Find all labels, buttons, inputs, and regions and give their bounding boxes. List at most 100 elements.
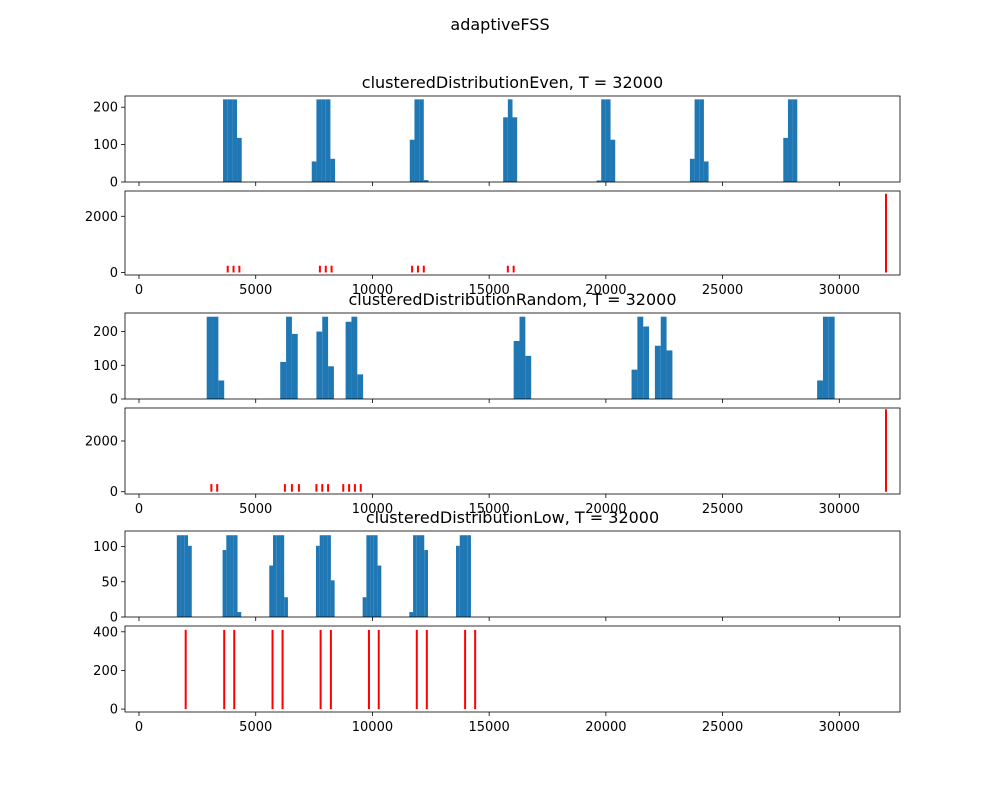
histogram-bar <box>319 535 324 617</box>
y-tick-label: 2000 <box>85 210 118 225</box>
histogram-bar <box>416 535 421 617</box>
y-tick-label: 200 <box>93 664 118 679</box>
histogram-bar <box>330 158 336 182</box>
histogram-bar <box>230 535 234 617</box>
histogram-bar <box>180 535 185 617</box>
x-tick-label: 5000 <box>239 720 272 735</box>
y-tick-label: 200 <box>93 101 118 116</box>
histogram-bar <box>507 99 513 182</box>
axes-frame <box>124 190 901 276</box>
histogram-bar <box>419 99 424 182</box>
x-tick-label: 10000 <box>352 283 393 298</box>
histogram-bar <box>643 326 650 399</box>
histogram-bar <box>280 535 285 617</box>
subplot-6: 0 200 400 0 5000 10000 15000 20000 25000 30000 <box>93 625 901 735</box>
histogram-bar <box>519 316 526 399</box>
histogram-bar <box>377 565 382 617</box>
y-tick-label: 100 <box>93 359 118 374</box>
x-tick-label: 0 <box>135 283 143 298</box>
histogram-bar <box>666 350 673 399</box>
x-tick-label: 15000 <box>468 502 509 517</box>
histogram-bar <box>316 331 323 399</box>
histogram-bar <box>503 117 508 182</box>
histogram-bar <box>605 99 611 182</box>
histogram-bar <box>176 535 181 617</box>
histogram-bar <box>233 535 238 617</box>
histogram-bar <box>631 369 638 399</box>
histogram-bar <box>366 535 371 617</box>
histogram-bar <box>311 161 317 182</box>
histogram-bar <box>212 316 219 399</box>
histogram-bar <box>322 316 329 399</box>
histogram-bar <box>223 99 228 182</box>
histogram-bar <box>232 99 238 182</box>
histogram-bar <box>227 99 233 182</box>
x-tick-label: 5000 <box>239 283 272 298</box>
histogram-bar <box>694 99 700 182</box>
histogram-bar <box>357 374 364 399</box>
y-tick-label: 0 <box>110 266 118 281</box>
histogram-bar <box>362 597 367 617</box>
histogram-bar <box>284 597 288 617</box>
histogram-bar <box>787 99 793 182</box>
histogram-bar <box>373 535 378 617</box>
histogram-bar <box>276 535 281 617</box>
histogram-bar <box>370 535 374 617</box>
histogram-bar <box>323 535 328 617</box>
histogram-bar <box>316 99 322 182</box>
x-tick-label: 20000 <box>585 502 626 517</box>
histogram-bar <box>456 545 460 617</box>
histogram-bar <box>703 161 709 182</box>
axes-frame <box>124 312 901 400</box>
histogram-bar <box>822 316 829 399</box>
x-tick-label: 20000 <box>585 720 626 735</box>
histogram-bar <box>637 316 644 399</box>
histogram-bar <box>467 535 471 617</box>
histogram-bar <box>345 321 352 399</box>
histogram-bar <box>409 612 414 617</box>
histogram-bar <box>330 580 335 617</box>
y-tick-label: 100 <box>93 138 118 153</box>
y-tick-label: 0 <box>110 176 118 191</box>
x-tick-label: 0 <box>135 502 143 517</box>
histogram-bar <box>351 316 358 399</box>
y-tick-label: 200 <box>93 325 118 340</box>
histogram-bar <box>327 535 331 617</box>
y-tick-label: 100 <box>93 540 118 555</box>
histogram-bar <box>817 380 823 399</box>
histogram-bar <box>188 545 192 617</box>
x-tick-label: 25000 <box>702 720 743 735</box>
histogram-bar <box>321 99 326 182</box>
histogram-bar <box>226 535 231 617</box>
histogram-bar <box>512 117 518 182</box>
x-tick-label: 25000 <box>702 502 743 517</box>
histogram-bar <box>596 180 602 182</box>
y-tick-label: 0 <box>110 611 118 626</box>
histogram-bar <box>601 99 606 182</box>
histogram-bar <box>269 565 273 617</box>
x-tick-label: 20000 <box>585 283 626 298</box>
subplot-title: clusteredDistributionEven, T = 32000 <box>362 73 663 92</box>
histogram-bar <box>272 535 277 617</box>
histogram-bar <box>291 333 298 399</box>
y-tick-label: 2000 <box>85 434 118 449</box>
x-tick-label: 15000 <box>468 283 509 298</box>
histogram-bar <box>286 316 292 399</box>
y-tick-label: 50 <box>101 575 118 590</box>
histogram-bar <box>463 535 468 617</box>
histogram-bar <box>513 340 520 399</box>
histogram-bar <box>792 99 798 182</box>
figure-suptitle: adaptiveFSS <box>450 15 549 34</box>
x-tick-label: 0 <box>135 720 143 735</box>
histogram-bar <box>459 535 464 617</box>
subplot-5: 0 50 100 <box>93 530 901 626</box>
y-tick-label: 0 <box>110 393 118 408</box>
axes-frame <box>124 530 901 618</box>
histogram-bar <box>689 158 695 182</box>
histogram-bar <box>525 355 532 399</box>
histogram-bar <box>660 316 667 399</box>
histogram-bar <box>414 99 420 182</box>
subplot-1: 0 100 200 <box>93 95 901 191</box>
